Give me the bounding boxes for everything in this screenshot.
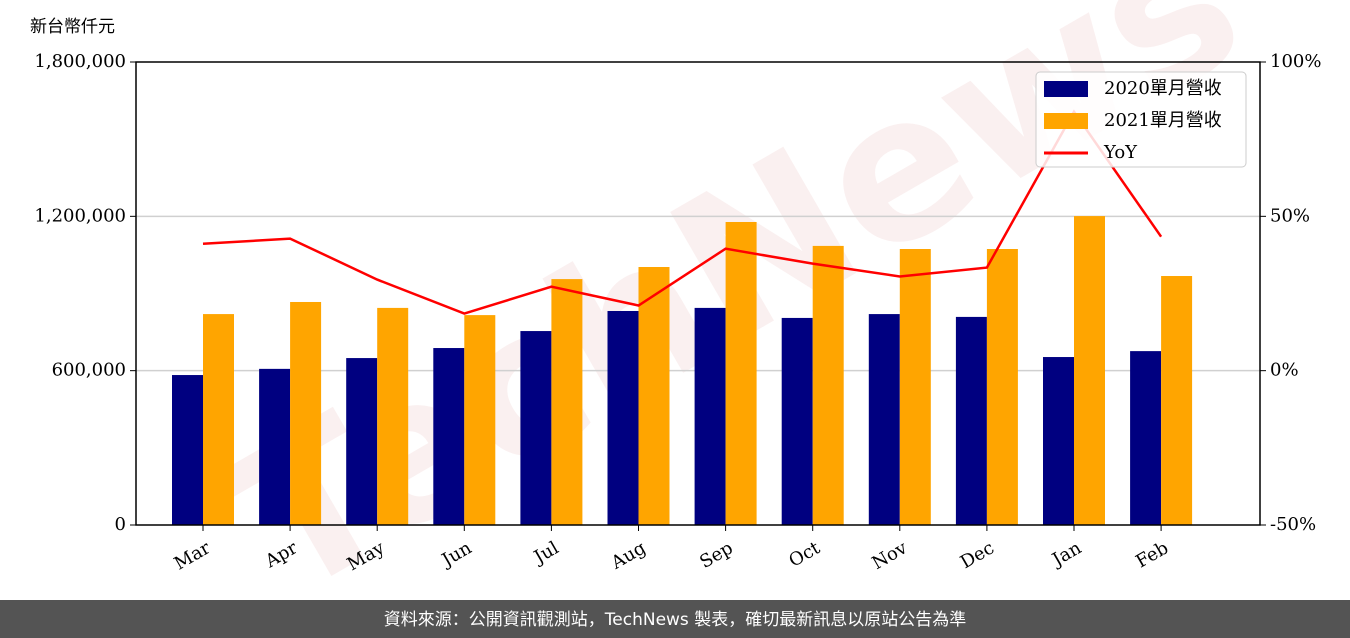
footer-bar bbox=[0, 600, 1350, 638]
legend-label: YoY bbox=[1103, 142, 1138, 163]
bar bbox=[725, 221, 757, 525]
unit-label: 新台幣仟元 bbox=[30, 17, 115, 37]
footer-text: 資料來源：公開資訊觀測站，TechNews 製表，確切最新訊息以原站公告為準 bbox=[384, 610, 966, 630]
x-tick-label: Dec bbox=[957, 537, 998, 573]
bar bbox=[433, 348, 465, 525]
x-tick-label: Oct bbox=[785, 537, 824, 572]
bar bbox=[1043, 357, 1074, 525]
bar bbox=[986, 249, 1018, 525]
bar bbox=[377, 307, 409, 525]
x-tick-label: Jul bbox=[529, 537, 563, 569]
x-tick-label: Mar bbox=[171, 537, 215, 574]
plot-frame bbox=[135, 61, 1261, 526]
bar bbox=[812, 245, 844, 526]
x-tick-label: Nov bbox=[868, 537, 911, 574]
bar bbox=[1161, 276, 1193, 525]
bar bbox=[290, 301, 322, 525]
bar bbox=[346, 358, 378, 525]
legend-swatch bbox=[1044, 113, 1088, 129]
y2-tick-label: -50% bbox=[1270, 514, 1316, 535]
x-tick-label: Sep bbox=[696, 537, 736, 572]
y-tick-label: 1,800,000 bbox=[34, 51, 126, 72]
legend-label: 2021單月營收 bbox=[1104, 110, 1222, 131]
bar bbox=[868, 314, 900, 525]
bar bbox=[607, 310, 639, 525]
legend-box bbox=[1035, 71, 1247, 168]
bar bbox=[551, 279, 583, 525]
bar bbox=[955, 316, 987, 525]
x-tick-label: Feb bbox=[1132, 537, 1172, 572]
y2-tick-label: 100% bbox=[1270, 51, 1321, 72]
bar bbox=[172, 375, 203, 525]
legend-swatch bbox=[1044, 81, 1088, 97]
legend-label: 2020單月營收 bbox=[1104, 78, 1222, 99]
y-tick-label: 1,200,000 bbox=[34, 205, 126, 226]
bar bbox=[1130, 351, 1162, 525]
bar bbox=[899, 249, 931, 525]
bar bbox=[464, 315, 496, 525]
y-tick-label: 0 bbox=[115, 514, 126, 535]
bar bbox=[520, 331, 552, 525]
bar bbox=[1074, 216, 1105, 525]
x-tick-label: Jan bbox=[1047, 537, 1085, 571]
y-tick-label: 600,000 bbox=[52, 360, 126, 381]
y2-tick-label: 50% bbox=[1270, 205, 1310, 226]
y2-tick-label: 0% bbox=[1270, 360, 1299, 381]
bar bbox=[781, 317, 813, 525]
bar bbox=[638, 267, 670, 525]
bar bbox=[203, 314, 234, 525]
yoy-line bbox=[202, 109, 1163, 315]
bar bbox=[259, 368, 291, 525]
bar bbox=[694, 307, 726, 525]
x-tick-label: Aug bbox=[607, 537, 650, 574]
